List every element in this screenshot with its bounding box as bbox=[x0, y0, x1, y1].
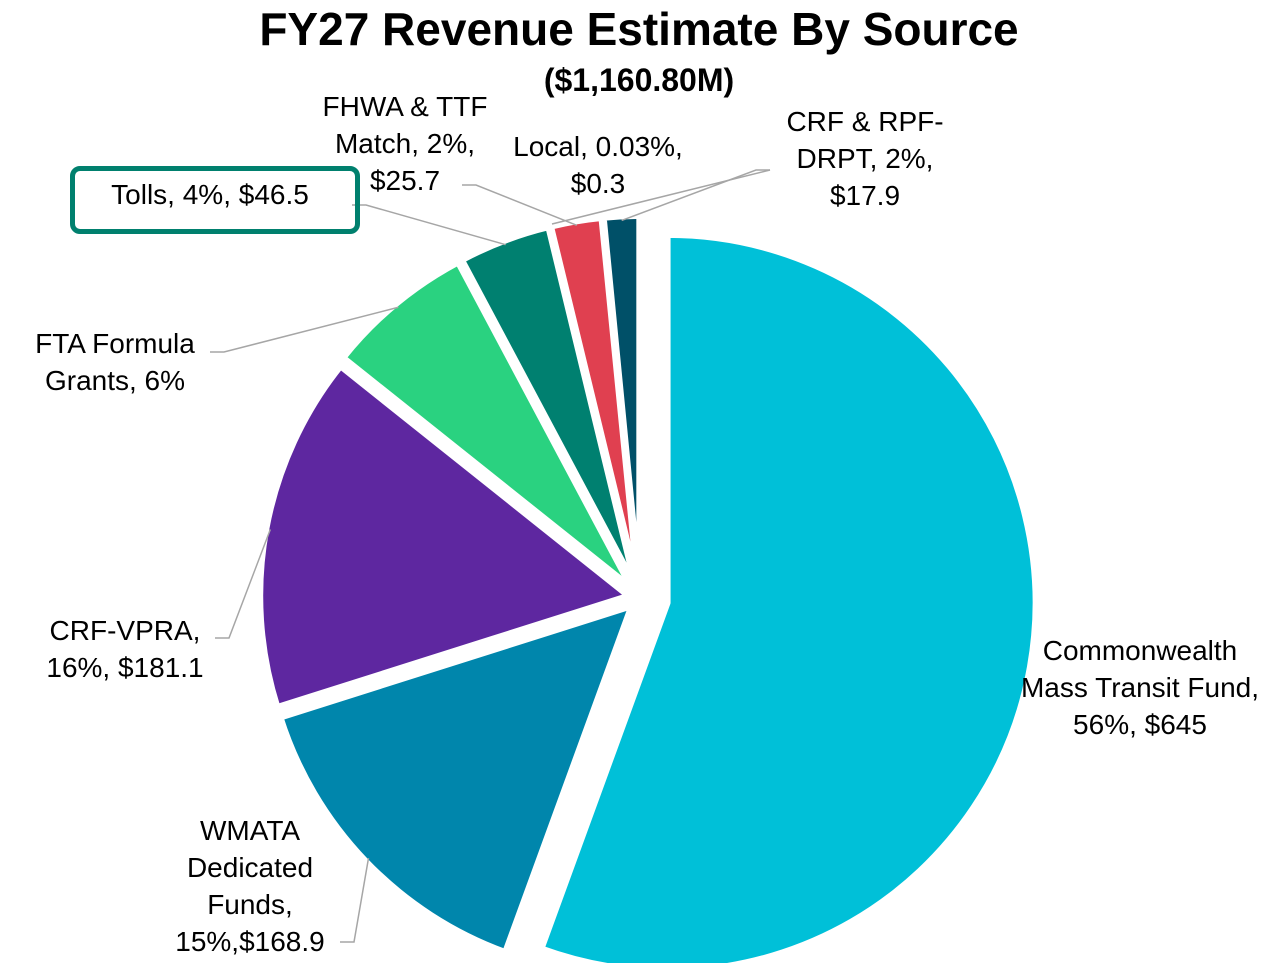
data-label: Tolls, 4%, $46.5 bbox=[111, 179, 309, 210]
highlight-box bbox=[70, 166, 360, 234]
data-label: Commonwealth Mass Transit Fund, 56%, $64… bbox=[1020, 635, 1260, 740]
leader-line bbox=[621, 169, 770, 222]
leader-line bbox=[462, 184, 578, 227]
pie-slice bbox=[340, 259, 635, 591]
pie-slice bbox=[538, 231, 1039, 963]
data-label: CRF-VPRA, 16%, $181.1 bbox=[46, 615, 204, 683]
data-label: Local, 0.03%, $0.3 bbox=[513, 131, 683, 199]
chart-title: FY27 Revenue Estimate By Source bbox=[259, 3, 1019, 55]
data-label: FTA Formula Grants, 6% bbox=[35, 328, 195, 396]
chart-subtitle: ($1,160.80M) bbox=[543, 62, 735, 98]
pie-slice bbox=[257, 363, 632, 710]
data-label: FHWA & TTF Match, 2%, $25.7 bbox=[322, 91, 488, 196]
leader-line bbox=[352, 204, 506, 246]
data-label: CRF & RPF-DRPT, 2%, $17.9 bbox=[786, 106, 944, 211]
pie-slice bbox=[600, 213, 643, 588]
leader-line bbox=[215, 529, 271, 639]
leader-line bbox=[551, 169, 771, 225]
leader-line bbox=[340, 857, 370, 943]
data-label: WMATA Dedicated Funds, 15%,$168.9 bbox=[175, 815, 325, 957]
leader-line bbox=[210, 306, 399, 353]
pie-slice bbox=[277, 603, 635, 956]
